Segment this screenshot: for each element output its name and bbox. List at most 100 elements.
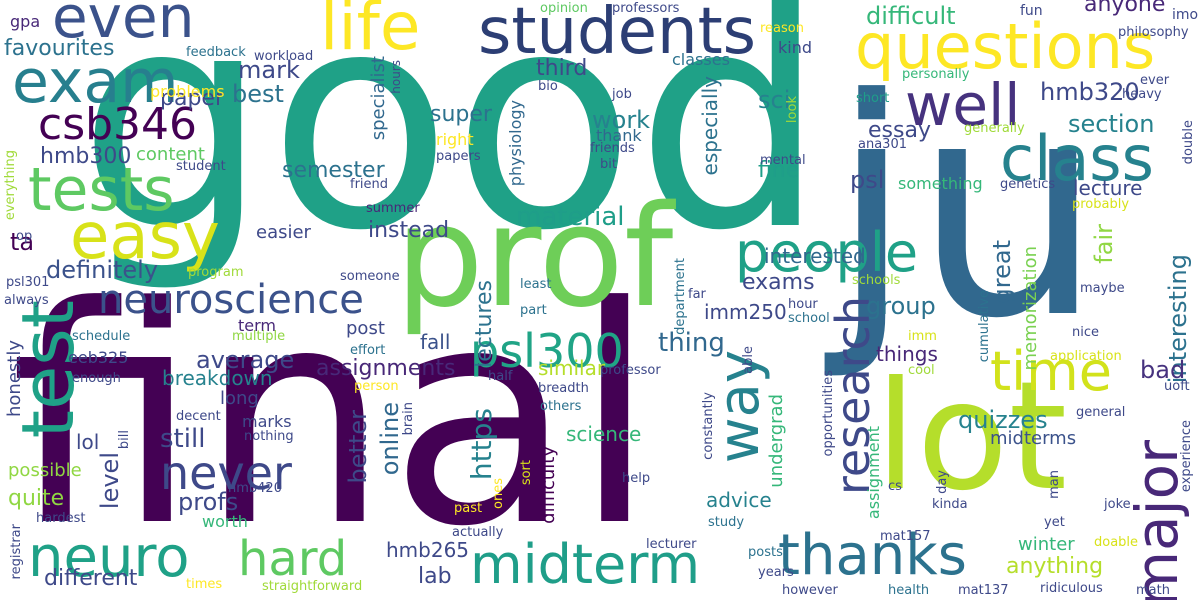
cloud-word: cool bbox=[908, 363, 935, 378]
cloud-word: joke bbox=[1104, 497, 1131, 512]
cloud-word: multiple bbox=[232, 329, 286, 344]
cloud-word: easier bbox=[256, 222, 311, 243]
cloud-word: lectures bbox=[472, 280, 497, 368]
cloud-word: general bbox=[1076, 405, 1126, 420]
cloud-word: people bbox=[735, 221, 919, 284]
cloud-word: neuro bbox=[28, 525, 190, 590]
cloud-word: always bbox=[4, 293, 49, 308]
cloud-word: material bbox=[516, 202, 625, 232]
cloud-word: part bbox=[520, 303, 547, 318]
cloud-word: person bbox=[354, 379, 399, 394]
cloud-word: semester bbox=[282, 158, 385, 183]
cloud-word: right bbox=[436, 130, 474, 149]
cloud-word: program bbox=[188, 265, 244, 280]
cloud-word: school bbox=[788, 311, 830, 326]
cloud-word: personally bbox=[902, 67, 970, 82]
cloud-word: department bbox=[673, 258, 688, 335]
cloud-word: man bbox=[1047, 470, 1062, 499]
cloud-word: breadth bbox=[538, 381, 589, 396]
cloud-word: midterms bbox=[990, 428, 1077, 449]
cloud-word: eeb325 bbox=[68, 348, 129, 367]
cloud-word: exam bbox=[12, 47, 179, 117]
cloud-word: straightforward bbox=[262, 579, 363, 594]
cloud-word: least bbox=[520, 277, 552, 292]
cloud-word: bill bbox=[117, 430, 132, 450]
cloud-word: worth bbox=[202, 512, 248, 531]
cloud-word: specialist bbox=[368, 56, 389, 141]
cloud-word: good bbox=[78, 0, 826, 296]
cloud-word: especially bbox=[698, 76, 722, 176]
cloud-word: post bbox=[346, 318, 385, 339]
cloud-word: philosophy bbox=[1118, 25, 1189, 40]
cloud-word: thing bbox=[658, 328, 725, 358]
cloud-word: ta bbox=[10, 228, 35, 256]
cloud-word: way bbox=[707, 350, 772, 464]
cloud-word: imm bbox=[908, 329, 937, 344]
cloud-word: classes bbox=[672, 50, 730, 69]
cloud-word: hours bbox=[389, 60, 403, 94]
cloud-word: mark bbox=[238, 56, 300, 84]
cloud-word: far bbox=[688, 287, 706, 302]
cloud-word: work bbox=[592, 106, 651, 134]
cloud-word: everything bbox=[3, 150, 18, 221]
cloud-word: maybe bbox=[1080, 281, 1125, 296]
cloud-word: hmb265 bbox=[386, 538, 470, 562]
cloud-word: group bbox=[866, 292, 936, 320]
cloud-word: lecturer bbox=[646, 537, 697, 552]
cloud-word: csb346 bbox=[38, 99, 198, 150]
cloud-word: experience bbox=[1179, 420, 1194, 493]
cloud-word: neuroscience bbox=[98, 277, 364, 323]
cloud-word: marks bbox=[242, 412, 292, 431]
cloud-word: math bbox=[1136, 583, 1170, 598]
cloud-word: registrar bbox=[9, 524, 24, 580]
cloud-word: mental bbox=[760, 153, 806, 168]
cloud-word: hmb320 bbox=[1040, 78, 1140, 106]
cloud-word: schools bbox=[852, 273, 901, 288]
cloud-word: posts bbox=[748, 545, 783, 560]
cloud-word: help bbox=[622, 471, 651, 486]
cloud-word: generally bbox=[964, 121, 1025, 136]
cloud-word: time bbox=[990, 340, 1113, 403]
cloud-word: lecture bbox=[1073, 176, 1143, 200]
cloud-word: someone bbox=[340, 269, 400, 284]
cloud-word: ridiculous bbox=[1040, 581, 1103, 596]
cloud-word: super bbox=[430, 102, 492, 127]
cloud-word: psl301 bbox=[6, 275, 50, 290]
cloud-word: assignments bbox=[316, 356, 456, 381]
cloud-word: friend bbox=[350, 177, 389, 192]
cloud-word: sort bbox=[519, 460, 534, 486]
cloud-word: lot bbox=[875, 350, 1068, 524]
cloud-word: prof bbox=[395, 176, 674, 339]
cloud-word: opinion bbox=[540, 1, 588, 16]
cloud-word: look bbox=[785, 96, 800, 124]
cloud-word: memorization bbox=[1020, 246, 1041, 371]
cloud-word: lol bbox=[76, 430, 100, 454]
cloud-word: kinda bbox=[932, 497, 968, 512]
cloud-word: students bbox=[478, 0, 756, 69]
cloud-word: paper bbox=[160, 86, 224, 111]
cloud-word: tests bbox=[28, 155, 175, 225]
cloud-word: hmb420 bbox=[228, 481, 282, 496]
cloud-word: fair bbox=[1090, 224, 1118, 264]
cloud-word: application bbox=[1050, 349, 1122, 364]
cloud-word: similar bbox=[538, 356, 606, 380]
cloud-word: past bbox=[454, 501, 483, 516]
cloud-word: others bbox=[540, 399, 582, 414]
cloud-word: interested bbox=[764, 244, 866, 268]
cloud-word: mat137 bbox=[958, 583, 1009, 598]
cloud-word: difficult bbox=[866, 2, 956, 30]
cloud-word: anyone bbox=[1084, 0, 1166, 17]
cloud-word: cs bbox=[888, 479, 902, 494]
cloud-word: day bbox=[935, 470, 950, 494]
cloud-word: heavy bbox=[1122, 87, 1162, 102]
cloud-word: midterm bbox=[470, 533, 701, 596]
cloud-word: uoft bbox=[1164, 379, 1190, 394]
cloud-word: profs bbox=[178, 488, 239, 516]
cloud-word: long bbox=[220, 388, 259, 409]
cloud-word: feedback bbox=[186, 45, 246, 60]
cloud-word: life bbox=[320, 0, 421, 65]
cloud-word: professor bbox=[600, 363, 661, 378]
cloud-word: health bbox=[888, 583, 930, 598]
cloud-word: brain bbox=[401, 402, 416, 436]
